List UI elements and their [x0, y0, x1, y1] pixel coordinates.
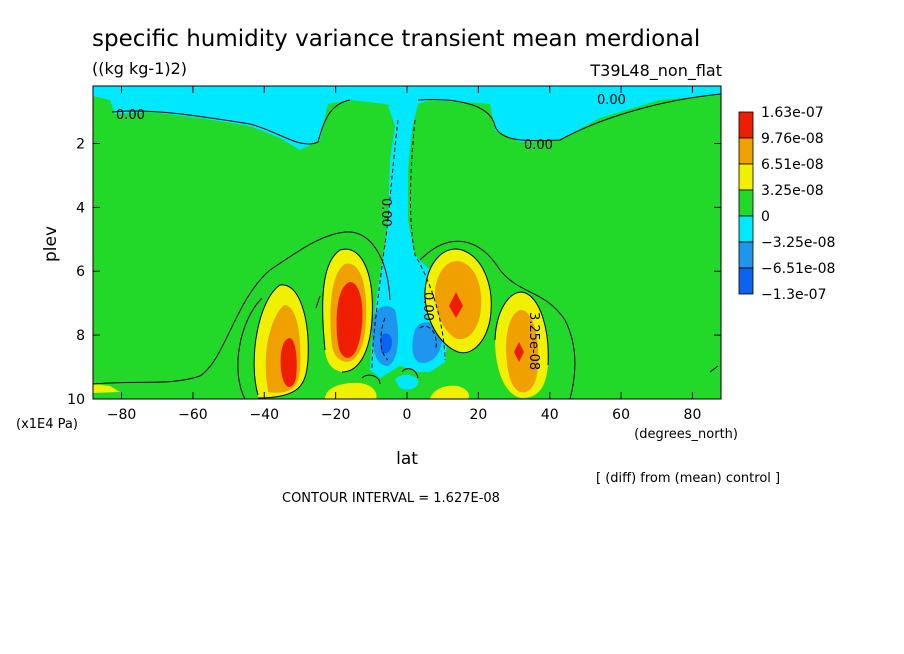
lobe-s17-red	[336, 282, 363, 358]
contour-line	[401, 368, 419, 379]
contour-line	[111, 99, 351, 145]
run-label: T39L48_non_flat	[589, 61, 722, 81]
colorbar-swatch	[738, 189, 754, 217]
colorbar-label: −6.51e-08	[761, 261, 835, 277]
colorbar-swatch	[738, 163, 754, 191]
x-tick-label: −40	[249, 407, 279, 423]
negative-core-east	[412, 322, 442, 363]
y-tick-label: 2	[76, 136, 85, 152]
colorbar-swatch	[738, 137, 754, 165]
y-axis-unit: (x1E4 Pa)	[16, 417, 78, 432]
contour-line	[237, 297, 263, 399]
y-tick-label: 10	[67, 392, 85, 408]
contour-line	[417, 93, 721, 142]
contour-line	[424, 248, 492, 354]
negative-patch-low	[395, 374, 419, 390]
chart-title: specific humidity variance transient mea…	[92, 26, 700, 52]
contour-line	[709, 365, 719, 373]
colorbar-label: 9.76e-08	[761, 131, 824, 147]
x-tick-label: 20	[469, 407, 487, 423]
colorbar-swatch	[738, 215, 754, 243]
x-axis-unit: (degrees_north)	[634, 427, 738, 442]
negative-core-min	[380, 333, 392, 354]
contour-line-negative	[410, 119, 446, 361]
colorbar-label: −1.3e-07	[761, 287, 826, 303]
contour-line	[315, 295, 321, 309]
contour-label: 0.00	[378, 198, 393, 227]
colorbar-swatch	[738, 241, 754, 269]
y-axis: 2 4 6 8 10	[67, 136, 721, 408]
x-axis-label: lat	[396, 449, 418, 469]
contour-field: 0.00 0.00 0.00 0.00 0.00 3.25e-08	[93, 86, 721, 399]
contour-label: 0.00	[116, 108, 145, 123]
x-tick-label: −60	[178, 407, 208, 423]
contour-interval: CONTOUR INTERVAL = 1.627E-08	[282, 491, 500, 506]
bottom-positive-north	[430, 385, 469, 399]
contour-line	[322, 248, 373, 373]
y-axis-label: plev	[41, 226, 61, 262]
contour-label: 0.00	[420, 292, 435, 321]
colorbar-label: 1.63e-07	[761, 105, 824, 121]
colorbar-label: −3.25e-08	[761, 235, 835, 251]
lobe-n31-red	[514, 342, 524, 362]
x-axis: −80 −60 −40 −20 0 20 40 60 80	[107, 86, 702, 423]
contour-lines	[93, 93, 721, 399]
x-tick-label: 80	[684, 407, 702, 423]
contour-line	[419, 240, 576, 399]
colorbar-label: 0	[761, 209, 770, 225]
contour-label: 0.00	[597, 93, 626, 108]
bottom-positive-south	[325, 382, 377, 399]
contour-line	[361, 374, 381, 385]
colorbar-swatch	[738, 267, 754, 295]
colorbar: 1.63e-07 9.76e-08 6.51e-08 3.25e-08 0 −3.25e-…	[738, 105, 835, 303]
upper-negative-band	[93, 86, 721, 150]
colorbar-label: 6.51e-08	[761, 157, 824, 173]
y-tick-label: 8	[76, 328, 85, 344]
x-tick-label: 0	[403, 407, 412, 423]
contour-labels: 0.00 0.00 0.00 0.00 0.00 3.25e-08	[116, 93, 626, 370]
x-tick-label: 60	[612, 407, 630, 423]
colorbar-swatch	[738, 111, 754, 139]
diff-note: [ (diff) from (mean) control ]	[596, 471, 780, 486]
contour-line	[93, 231, 391, 385]
contour-line	[494, 291, 549, 366]
colorbar-label: 3.25e-08	[761, 183, 824, 199]
contour-label: 3.25e-08	[526, 312, 541, 370]
y-tick-label: 6	[76, 264, 85, 280]
x-tick-label: −20	[321, 407, 351, 423]
lobe-s34-red	[280, 338, 297, 388]
x-tick-label: 40	[541, 407, 559, 423]
contour-label: 0.00	[524, 138, 553, 153]
contour-line-negative	[419, 325, 437, 349]
contour-line	[253, 284, 309, 399]
bottom-positive-west-edge	[93, 384, 120, 393]
y-tick-label: 4	[76, 200, 85, 216]
chart-units: ((kg kg-1)2)	[92, 59, 187, 78]
contour-line-negative	[371, 119, 399, 371]
contour-line-negative	[380, 317, 389, 361]
x-tick-label: −80	[107, 407, 137, 423]
lobe-n14-red	[449, 292, 463, 318]
